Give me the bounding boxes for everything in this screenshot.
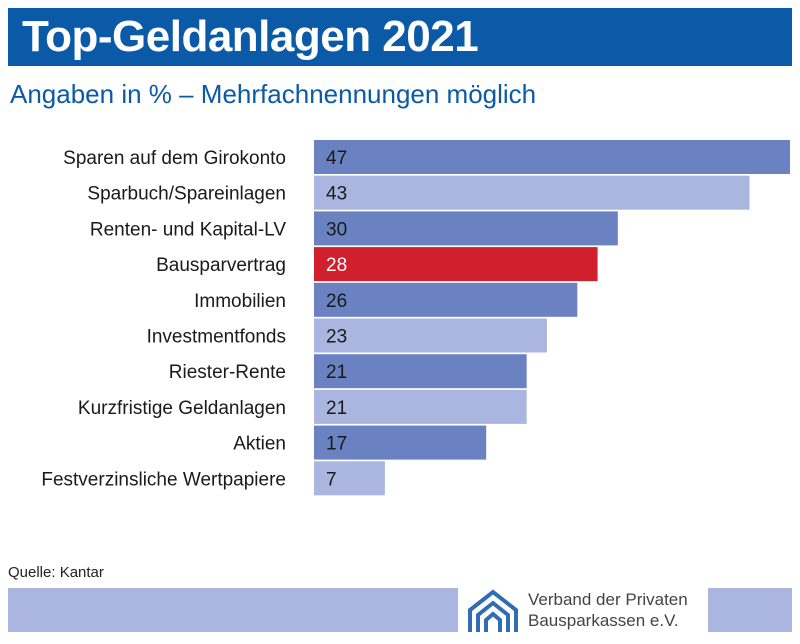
category-label: Aktien [233,434,286,455]
house-arches-logo-icon [468,589,518,632]
category-label: Sparen auf dem Girokonto [63,148,286,169]
bar-value-label: 47 [326,148,347,169]
bar-value-label: 23 [326,327,347,348]
publisher-logo: Verband der Privaten Bausparkassen e.V. [466,586,702,636]
logo-text-line2: Bausparkassen e.V. [528,611,679,630]
bar-10 [314,461,385,496]
bar-1 [314,140,790,174]
category-label: Sparbuch/Spareinlagen [87,184,286,205]
bar-2 [314,175,750,210]
category-label: Investmentfonds [147,327,286,348]
bar-6 [314,318,547,353]
category-label: Riester-Rente [169,362,286,383]
bar-value-label: 17 [326,434,347,455]
category-label: Renten- und Kapital-LV [90,219,286,240]
title-bar: Top-Geldanlagen 2021 [8,8,792,66]
bar-8 [314,389,527,424]
footer-bar-left [8,588,458,632]
bar-value-label: 43 [326,184,347,205]
bar-4 [314,247,598,282]
category-label: Immobilien [194,291,286,312]
bar-value-label: 28 [326,255,347,276]
logo-text-line1: Verband der Privaten [528,590,688,609]
chart-subtitle: Angaben in % – Mehrfachnennungen möglich [10,79,537,109]
bar-chart: 47 Sparen auf dem Girokonto 43 Sparbuch/Spa… [41,140,790,496]
footer-bar-right [708,588,792,632]
bar-7 [314,354,527,389]
bar-3 [314,211,618,246]
bar-value-label: 7 [326,469,337,490]
bar-value-label: 26 [326,291,347,312]
bar-value-label: 30 [326,219,347,240]
bar-5 [314,282,578,317]
source-note: Quelle: Kantar [8,564,104,581]
category-label: Bausparvertrag [156,255,286,276]
bar-value-label: 21 [326,362,347,383]
category-label: Festverzinsliche Wertpapiere [41,469,286,490]
bar-9 [314,425,487,460]
category-label: Kurzfristige Geldanlagen [78,398,286,419]
bar-value-label: 21 [326,398,347,419]
chart-title: Top-Geldanlagen 2021 [22,12,479,61]
